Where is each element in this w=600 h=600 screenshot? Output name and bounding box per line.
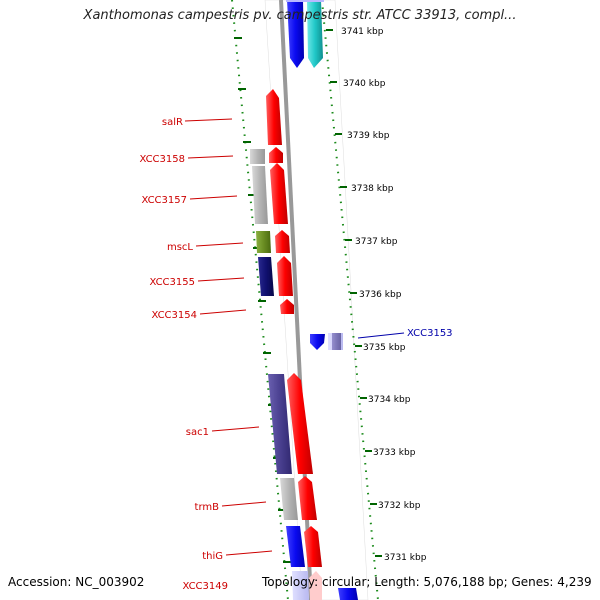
gene-label-xcc3158[interactable]: XCC3158	[139, 154, 185, 165]
scale-label: 3738 kbp	[351, 184, 394, 194]
gene-xcc3149[interactable]	[309, 571, 322, 600]
gene-salR-top-edge	[286, 0, 324, 2]
gene-cyan-top[interactable]	[307, 0, 323, 68]
gene-label-sac1[interactable]: sac1	[186, 427, 209, 438]
gene-salR[interactable]	[266, 89, 282, 145]
gene-trmB[interactable]	[298, 476, 317, 520]
scale-label: 3732 kbp	[378, 501, 421, 511]
gene-thiG-blue[interactable]	[286, 526, 305, 567]
map-title: Xanthomonas campestris pv. campestris st…	[83, 8, 517, 23]
gene-label-xcc3149[interactable]: XCC3149	[182, 581, 228, 592]
label-leaders	[184, 118, 273, 556]
scale-label: 3733 kbp	[373, 448, 416, 458]
gene-labels: salR XCC3158 XCC3157 mscL XCC3155 XCC315…	[139, 117, 228, 592]
gene-xcc3153-gray[interactable]	[332, 333, 341, 350]
gene-xcc3149-lav[interactable]	[292, 571, 309, 600]
right-tick-rail	[321, 0, 379, 600]
gene-label-xcc3155[interactable]: XCC3155	[149, 277, 195, 288]
scale-label: 3736 kbp	[359, 290, 402, 300]
gene-sac1[interactable]	[287, 373, 313, 474]
gene-xcc3158-gray[interactable]	[250, 149, 265, 164]
gene-thiG[interactable]	[304, 526, 322, 567]
gene-blue-top[interactable]	[287, 0, 304, 68]
gene-label-xcc3154[interactable]: XCC3154	[151, 310, 197, 321]
gene-xcc3157[interactable]	[270, 163, 288, 224]
scale-label: 3735 kbp	[363, 343, 406, 353]
gene-bottom-blue[interactable]	[338, 588, 358, 600]
gene-trmB-gray[interactable]	[280, 478, 298, 520]
gene-xcc3155-navy[interactable]	[258, 257, 274, 296]
right-ticks	[326, 29, 382, 557]
scale-label: 3737 kbp	[355, 237, 398, 247]
gene-label-xcc3153[interactable]: XCC3153	[407, 328, 453, 339]
gene-xcc3153-blue[interactable]	[310, 334, 325, 350]
scale-label: 3741 kbp	[341, 27, 384, 37]
gene-sac1-purple[interactable]	[268, 374, 292, 474]
gene-label-salR[interactable]: salR	[162, 117, 183, 128]
scale-labels: 3741 kbp 3740 kbp 3739 kbp 3738 kbp 3737…	[341, 27, 427, 563]
accession-text: Accession: NC_003902	[8, 575, 145, 589]
gene-label-thiG[interactable]: thiG	[202, 551, 223, 562]
scale-label: 3739 kbp	[347, 131, 390, 141]
gene-xcc3154[interactable]	[280, 299, 294, 314]
genome-info-text: Topology: circular; Length: 5,076,188 bp…	[262, 575, 592, 589]
scale-label: 3734 kbp	[368, 395, 411, 405]
gene-xcc3157-gray[interactable]	[252, 166, 268, 224]
gene-mscL[interactable]	[275, 230, 290, 253]
gene-label-trmB[interactable]: trmB	[195, 502, 220, 513]
scale-label: 3740 kbp	[343, 79, 386, 89]
gene-label-mscL[interactable]: mscL	[167, 242, 193, 253]
scale-label: 3731 kbp	[384, 553, 427, 563]
gene-xcc3155[interactable]	[277, 256, 293, 296]
label-leader-xcc3153	[357, 332, 405, 339]
gene-mscL-olive[interactable]	[256, 231, 271, 253]
gene-label-xcc3157[interactable]: XCC3157	[141, 195, 187, 206]
gene-xcc3158[interactable]	[269, 147, 283, 163]
